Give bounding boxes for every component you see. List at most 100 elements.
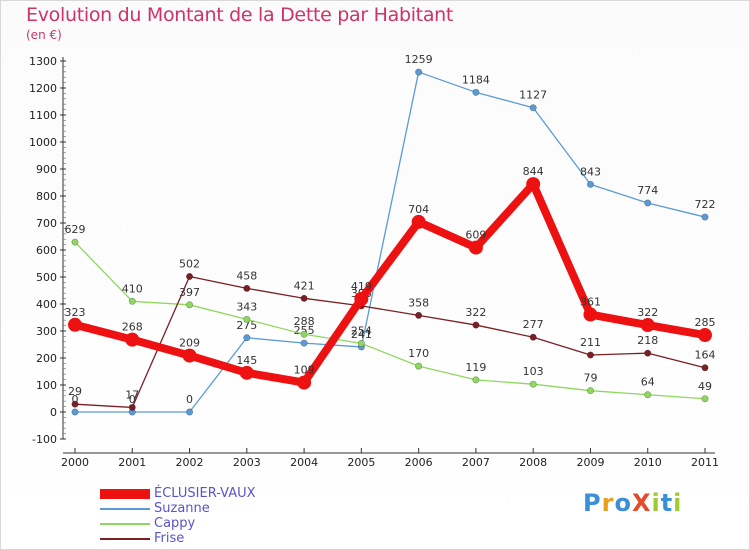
data-label-cappy: 288 <box>294 315 315 328</box>
data-point-frise <box>300 294 308 302</box>
y-tick-label: 100 <box>36 379 57 392</box>
data-label-frise: 17 <box>125 388 139 401</box>
data-point-suzanne <box>472 88 480 96</box>
data-label-suzanne: 241 <box>351 328 372 341</box>
y-tick-label: 300 <box>36 325 57 338</box>
data-label--clusier-vaux: 322 <box>637 306 658 319</box>
y-tick-label: 1100 <box>29 109 57 122</box>
x-tick-label: 2011 <box>691 456 719 469</box>
data-point-frise <box>529 333 537 341</box>
data-label-frise: 211 <box>580 336 601 349</box>
data-label--clusier-vaux: 609 <box>465 229 486 242</box>
data-point-frise <box>472 321 480 329</box>
data-label-suzanne: 1259 <box>405 53 433 66</box>
data-label--clusier-vaux: 361 <box>580 296 601 309</box>
data-point--clusier-vaux <box>125 332 140 347</box>
data-point-suzanne <box>529 104 537 112</box>
data-label-suzanne: 255 <box>294 324 315 337</box>
legend: ÉCLUSIER-VAUX Suzanne Cappy Frise <box>100 486 340 546</box>
data-label-frise: 358 <box>408 296 429 309</box>
data-label--clusier-vaux: 285 <box>695 316 716 329</box>
data-label-cappy: 629 <box>65 223 86 236</box>
legend-swatch <box>100 523 150 525</box>
data-label-cappy: 79 <box>583 372 597 385</box>
data-point-suzanne <box>243 334 251 342</box>
data-label-suzanne: 0 <box>129 393 136 406</box>
data-label-frise: 164 <box>695 349 716 362</box>
y-tick-label: 900 <box>36 163 57 176</box>
data-label-suzanne: 1127 <box>519 89 547 102</box>
data-point-frise <box>243 284 251 292</box>
data-point--clusier-vaux <box>526 177 541 192</box>
legend-label: ÉCLUSIER-VAUX <box>154 486 256 501</box>
y-tick-label: 1300 <box>29 55 57 68</box>
data-label--clusier-vaux: 268 <box>122 321 143 334</box>
data-point-suzanne <box>71 408 79 416</box>
data-label-cappy: 103 <box>523 365 544 378</box>
data-label-cappy: 64 <box>641 376 655 389</box>
data-label-suzanne: 774 <box>637 184 658 197</box>
x-tick-label: 2010 <box>634 456 662 469</box>
data-label-frise: 458 <box>236 269 257 282</box>
data-label-frise: 29 <box>68 385 82 398</box>
data-label--clusier-vaux: 109 <box>294 364 315 377</box>
x-tick-label: 2006 <box>405 456 433 469</box>
y-tick-label: 200 <box>36 352 57 365</box>
data-point--clusier-vaux <box>583 307 598 322</box>
data-point--clusier-vaux <box>68 317 82 332</box>
data-label-cappy: 170 <box>408 347 429 360</box>
y-tick-label: 1000 <box>29 136 57 149</box>
data-label-frise: 421 <box>294 279 315 292</box>
data-label--clusier-vaux: 145 <box>236 354 257 367</box>
series-line-frise <box>74 275 706 409</box>
data-label-cappy: 254 <box>351 324 372 337</box>
data-label-suzanne: 843 <box>580 165 601 178</box>
series-line-suzanne <box>74 71 706 413</box>
data-point-cappy <box>415 362 423 370</box>
data-label-suzanne: 0 <box>186 393 193 406</box>
data-point--clusier-vaux <box>297 375 312 390</box>
data-label-suzanne: 0 <box>72 393 79 406</box>
data-point-frise <box>186 272 194 280</box>
legend-item-frise: Frise <box>100 531 340 546</box>
data-point-suzanne <box>186 408 194 416</box>
data-label-frise: 218 <box>637 334 658 347</box>
x-tick-label: 2009 <box>576 456 604 469</box>
y-tick-label: 0 <box>50 406 57 419</box>
legend-swatch <box>100 538 150 540</box>
series-line-cappy <box>74 241 706 400</box>
data-label-frise: 277 <box>523 318 544 331</box>
data-point-cappy <box>186 301 194 309</box>
data-point--clusier-vaux <box>411 214 426 229</box>
data-label-cappy: 343 <box>236 300 257 313</box>
y-tick-label: 1200 <box>29 82 57 95</box>
legend-label: Suzanne <box>154 501 210 516</box>
x-tick-label: 2007 <box>462 456 490 469</box>
x-tick-label: 2000 <box>61 456 89 469</box>
proxiti-logo: ProXiti <box>583 489 683 517</box>
data-point-cappy <box>701 395 709 403</box>
data-label--clusier-vaux: 844 <box>523 165 544 178</box>
data-point-cappy <box>529 380 537 388</box>
data-point-cappy <box>586 387 594 395</box>
y-tick-label: 700 <box>36 217 57 230</box>
data-point--clusier-vaux <box>640 318 655 333</box>
series-line--clusier-vaux <box>71 180 709 387</box>
y-tick-label: -100 <box>32 433 57 446</box>
data-label--clusier-vaux: 704 <box>408 203 429 216</box>
data-label-suzanne: 275 <box>236 319 257 332</box>
data-point-cappy <box>243 315 251 323</box>
data-label-cappy: 119 <box>465 361 486 374</box>
data-point--clusier-vaux <box>182 348 197 363</box>
data-label--clusier-vaux: 209 <box>179 337 200 350</box>
legend-swatch <box>100 489 150 499</box>
data-point-suzanne <box>701 213 709 221</box>
y-tick-label: 800 <box>36 190 57 203</box>
data-point-cappy <box>300 330 308 338</box>
data-point-frise <box>644 349 652 357</box>
data-label--clusier-vaux: 419 <box>351 280 372 293</box>
x-tick-label: 2008 <box>519 456 547 469</box>
data-point--clusier-vaux <box>239 365 254 380</box>
data-label-cappy: 49 <box>698 380 712 393</box>
